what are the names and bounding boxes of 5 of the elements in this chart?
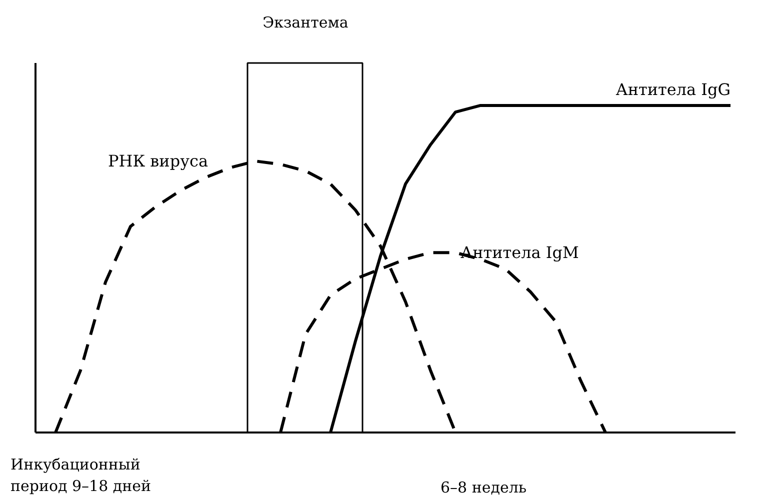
text: 6–8 недель — [440, 478, 527, 496]
text: Экзантема — [262, 13, 348, 32]
series-label: РНК вируса — [108, 152, 208, 171]
text: Инкубационный период 9–18 дней — [10, 455, 152, 496]
series-label: Антитела IgG — [616, 80, 730, 99]
